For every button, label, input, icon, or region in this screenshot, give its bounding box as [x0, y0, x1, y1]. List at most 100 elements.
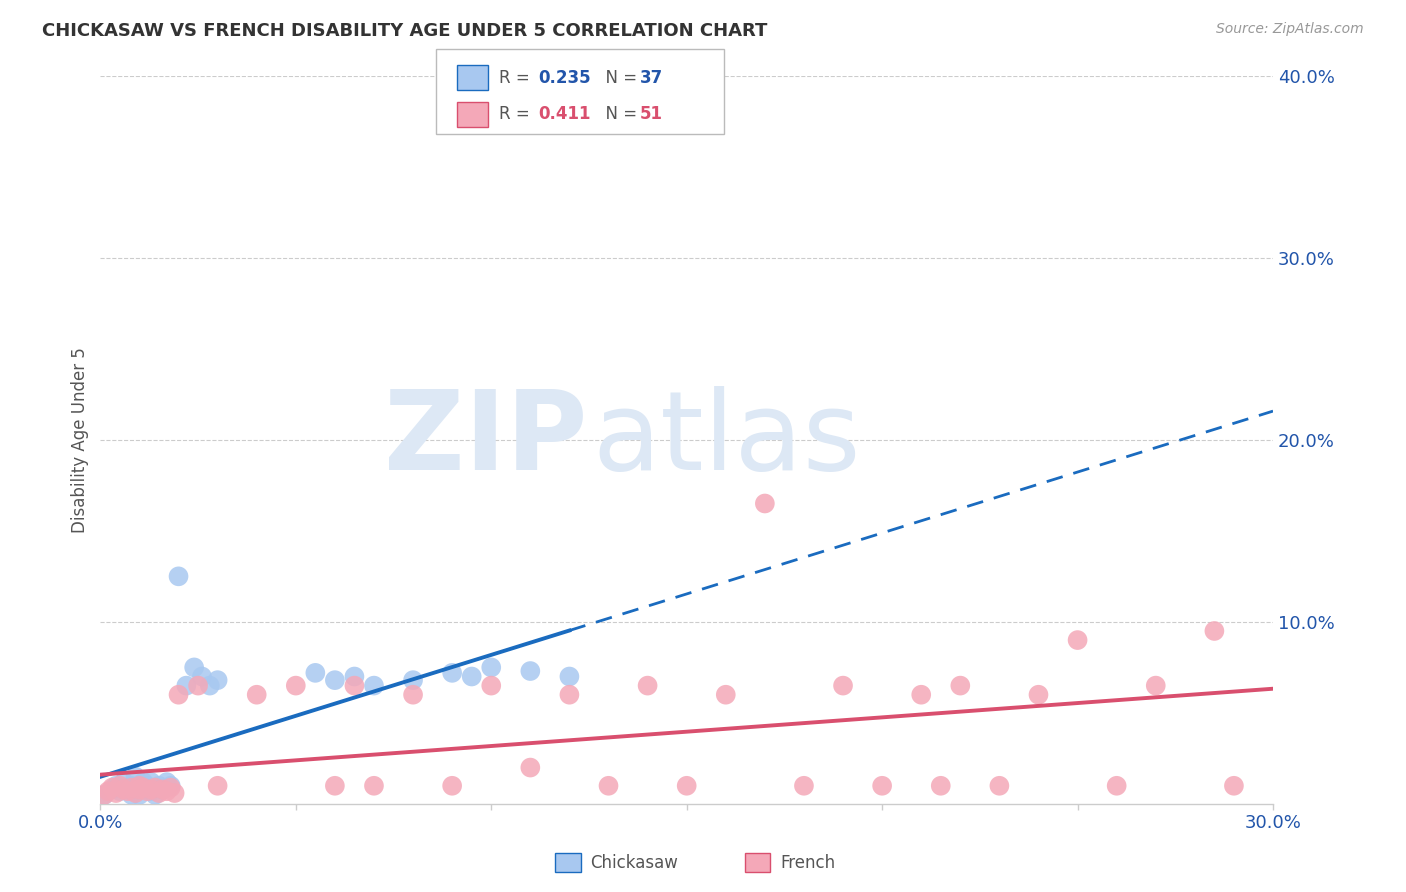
Text: French: French — [780, 854, 835, 871]
Point — [152, 782, 174, 797]
Point — [1105, 779, 1128, 793]
Point — [191, 669, 214, 683]
Point — [156, 784, 179, 798]
Point — [793, 779, 815, 793]
Point — [176, 679, 198, 693]
Point — [101, 782, 124, 797]
Point — [870, 779, 893, 793]
Text: R =: R = — [499, 69, 536, 87]
Point — [132, 780, 155, 795]
Point — [910, 688, 932, 702]
Point — [479, 679, 502, 693]
Point — [124, 770, 146, 784]
Text: ZIP: ZIP — [384, 386, 588, 493]
Point — [141, 784, 163, 798]
Point — [246, 688, 269, 702]
Point — [363, 779, 385, 793]
Point — [1028, 688, 1050, 702]
Point — [136, 784, 159, 798]
Point — [284, 679, 307, 693]
Point — [441, 665, 464, 680]
Point — [97, 784, 120, 798]
Point — [93, 788, 115, 802]
Point — [323, 673, 346, 687]
Point — [112, 782, 135, 797]
Point — [832, 679, 855, 693]
Point — [117, 782, 139, 797]
Point — [132, 775, 155, 789]
Point — [675, 779, 697, 793]
Text: N =: N = — [595, 69, 643, 87]
Text: R =: R = — [499, 105, 536, 123]
Point — [152, 782, 174, 797]
Point — [637, 679, 659, 693]
Point — [598, 779, 620, 793]
Text: Chickasaw: Chickasaw — [591, 854, 679, 871]
Point — [112, 775, 135, 789]
Point — [714, 688, 737, 702]
Point — [207, 779, 229, 793]
Point — [1066, 633, 1088, 648]
Point — [402, 688, 425, 702]
Text: N =: N = — [595, 105, 643, 123]
Point — [929, 779, 952, 793]
Point — [754, 496, 776, 510]
Point — [183, 660, 205, 674]
Point — [121, 788, 143, 802]
Point — [141, 782, 163, 797]
Point — [156, 775, 179, 789]
Point — [148, 779, 170, 793]
Point — [519, 760, 541, 774]
Text: Source: ZipAtlas.com: Source: ZipAtlas.com — [1216, 22, 1364, 37]
Point — [460, 669, 482, 683]
Point — [104, 786, 127, 800]
Point — [104, 779, 127, 793]
Point — [1223, 779, 1246, 793]
Point — [163, 786, 186, 800]
Point — [1144, 679, 1167, 693]
Point — [519, 664, 541, 678]
Point — [143, 780, 166, 795]
Point — [323, 779, 346, 793]
Point — [141, 775, 163, 789]
Point — [949, 679, 972, 693]
Point — [207, 673, 229, 687]
Point — [479, 660, 502, 674]
Point — [108, 784, 131, 798]
Point — [128, 788, 150, 802]
Point — [117, 784, 139, 798]
Point — [167, 688, 190, 702]
Text: 51: 51 — [640, 105, 662, 123]
Point — [1204, 624, 1226, 638]
Text: atlas: atlas — [593, 386, 862, 493]
Text: 37: 37 — [640, 69, 664, 87]
Point — [148, 786, 170, 800]
Point — [304, 665, 326, 680]
Point — [124, 786, 146, 800]
Point — [128, 782, 150, 797]
Point — [108, 779, 131, 793]
Point — [167, 569, 190, 583]
Point — [128, 779, 150, 793]
Point — [101, 780, 124, 795]
Point — [558, 688, 581, 702]
Point — [402, 673, 425, 687]
Point — [441, 779, 464, 793]
Point — [159, 779, 181, 793]
Point — [198, 679, 221, 693]
Point — [363, 679, 385, 693]
Point — [128, 779, 150, 793]
Point — [143, 788, 166, 802]
Text: 0.411: 0.411 — [538, 105, 591, 123]
Text: CHICKASAW VS FRENCH DISABILITY AGE UNDER 5 CORRELATION CHART: CHICKASAW VS FRENCH DISABILITY AGE UNDER… — [42, 22, 768, 40]
Y-axis label: Disability Age Under 5: Disability Age Under 5 — [72, 347, 89, 533]
Point — [93, 788, 115, 802]
Text: 0.235: 0.235 — [538, 69, 591, 87]
Point — [558, 669, 581, 683]
Point — [988, 779, 1011, 793]
Point — [343, 679, 366, 693]
Point — [121, 780, 143, 795]
Point — [187, 679, 209, 693]
Point — [121, 779, 143, 793]
Point — [132, 782, 155, 797]
